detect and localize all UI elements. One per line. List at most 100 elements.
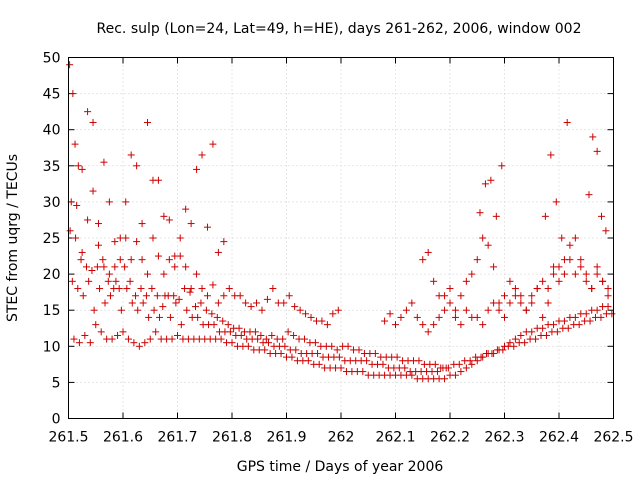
data-point bbox=[511, 285, 519, 293]
data-point bbox=[522, 306, 530, 314]
data-point bbox=[213, 313, 221, 321]
data-point bbox=[237, 331, 245, 339]
data-point bbox=[94, 220, 102, 228]
data-point bbox=[334, 306, 342, 314]
data-point bbox=[582, 277, 590, 285]
data-point bbox=[473, 357, 481, 365]
y-tick-label: 35 bbox=[43, 159, 61, 175]
y-tick-label: 30 bbox=[43, 195, 61, 211]
data-point bbox=[495, 306, 503, 314]
data-point bbox=[126, 277, 134, 285]
data-point bbox=[90, 306, 98, 314]
data-point bbox=[571, 234, 579, 242]
data-point bbox=[242, 299, 250, 307]
data-point bbox=[517, 299, 525, 307]
data-point bbox=[217, 335, 225, 343]
data-point bbox=[149, 234, 157, 242]
data-point bbox=[501, 313, 508, 321]
data-point bbox=[318, 317, 326, 325]
data-point bbox=[337, 364, 345, 372]
data-point bbox=[393, 353, 401, 361]
data-point bbox=[105, 270, 113, 278]
data-point bbox=[86, 339, 94, 347]
data-point bbox=[220, 292, 228, 300]
data-point bbox=[81, 331, 89, 339]
x-tick-label: 262.5 bbox=[593, 430, 633, 446]
data-point bbox=[457, 321, 465, 329]
data-point bbox=[208, 310, 216, 318]
data-point bbox=[214, 299, 222, 307]
data-point bbox=[492, 212, 500, 220]
data-point bbox=[124, 335, 132, 343]
data-point bbox=[170, 292, 178, 300]
data-point bbox=[593, 270, 601, 278]
data-point bbox=[154, 176, 162, 184]
data-point bbox=[262, 335, 270, 343]
data-point bbox=[419, 256, 427, 264]
data-point bbox=[166, 313, 174, 321]
data-point bbox=[174, 331, 181, 339]
data-point bbox=[528, 292, 536, 300]
data-point bbox=[506, 299, 514, 307]
data-point bbox=[544, 299, 552, 307]
data-point bbox=[122, 234, 130, 242]
x-tick-label: 262 bbox=[328, 430, 355, 446]
data-point bbox=[202, 306, 210, 314]
data-point bbox=[539, 324, 547, 332]
data-point bbox=[451, 371, 459, 379]
x-tick-label: 262.4 bbox=[539, 430, 579, 446]
data-point bbox=[344, 342, 352, 350]
data-point bbox=[209, 281, 217, 289]
data-point bbox=[114, 331, 122, 339]
data-point bbox=[100, 158, 108, 166]
data-point bbox=[462, 306, 470, 314]
data-point bbox=[228, 339, 236, 347]
data-point bbox=[408, 299, 416, 307]
data-point bbox=[490, 263, 498, 271]
data-point bbox=[355, 346, 363, 354]
data-point bbox=[315, 360, 323, 368]
data-point bbox=[144, 270, 152, 278]
data-point bbox=[363, 357, 371, 365]
data-point bbox=[279, 335, 287, 343]
y-tick-label: 5 bbox=[52, 375, 61, 391]
data-point bbox=[142, 292, 150, 300]
data-point bbox=[560, 270, 568, 278]
y-tick-label: 10 bbox=[43, 339, 61, 355]
data-point bbox=[225, 285, 233, 293]
data-point bbox=[220, 238, 228, 246]
y-tick-label: 50 bbox=[43, 51, 61, 67]
data-point bbox=[161, 292, 169, 300]
data-point bbox=[598, 212, 606, 220]
data-point bbox=[582, 310, 590, 318]
data-point bbox=[137, 285, 145, 293]
plot-frame bbox=[68, 57, 614, 419]
data-point bbox=[75, 339, 83, 347]
data-point bbox=[78, 248, 86, 256]
data-point bbox=[219, 317, 227, 325]
data-point bbox=[150, 306, 158, 314]
data-point bbox=[96, 285, 104, 293]
data-point bbox=[210, 321, 218, 329]
data-point bbox=[473, 256, 481, 264]
data-point bbox=[79, 292, 87, 300]
data-point bbox=[111, 263, 119, 271]
data-point bbox=[123, 285, 131, 293]
data-point bbox=[74, 285, 82, 293]
data-point bbox=[542, 331, 550, 339]
data-point bbox=[146, 335, 154, 343]
data-point bbox=[401, 364, 409, 372]
data-point bbox=[476, 209, 484, 217]
data-point bbox=[290, 331, 298, 339]
data-point bbox=[144, 118, 152, 126]
data-point bbox=[528, 328, 536, 336]
data-point bbox=[490, 350, 498, 358]
data-point bbox=[495, 346, 503, 354]
data-point bbox=[265, 339, 273, 347]
data-point bbox=[117, 306, 125, 314]
data-point bbox=[197, 299, 205, 307]
data-points bbox=[66, 61, 616, 383]
data-point bbox=[415, 357, 423, 365]
data-point bbox=[247, 303, 255, 311]
data-point bbox=[88, 266, 96, 274]
